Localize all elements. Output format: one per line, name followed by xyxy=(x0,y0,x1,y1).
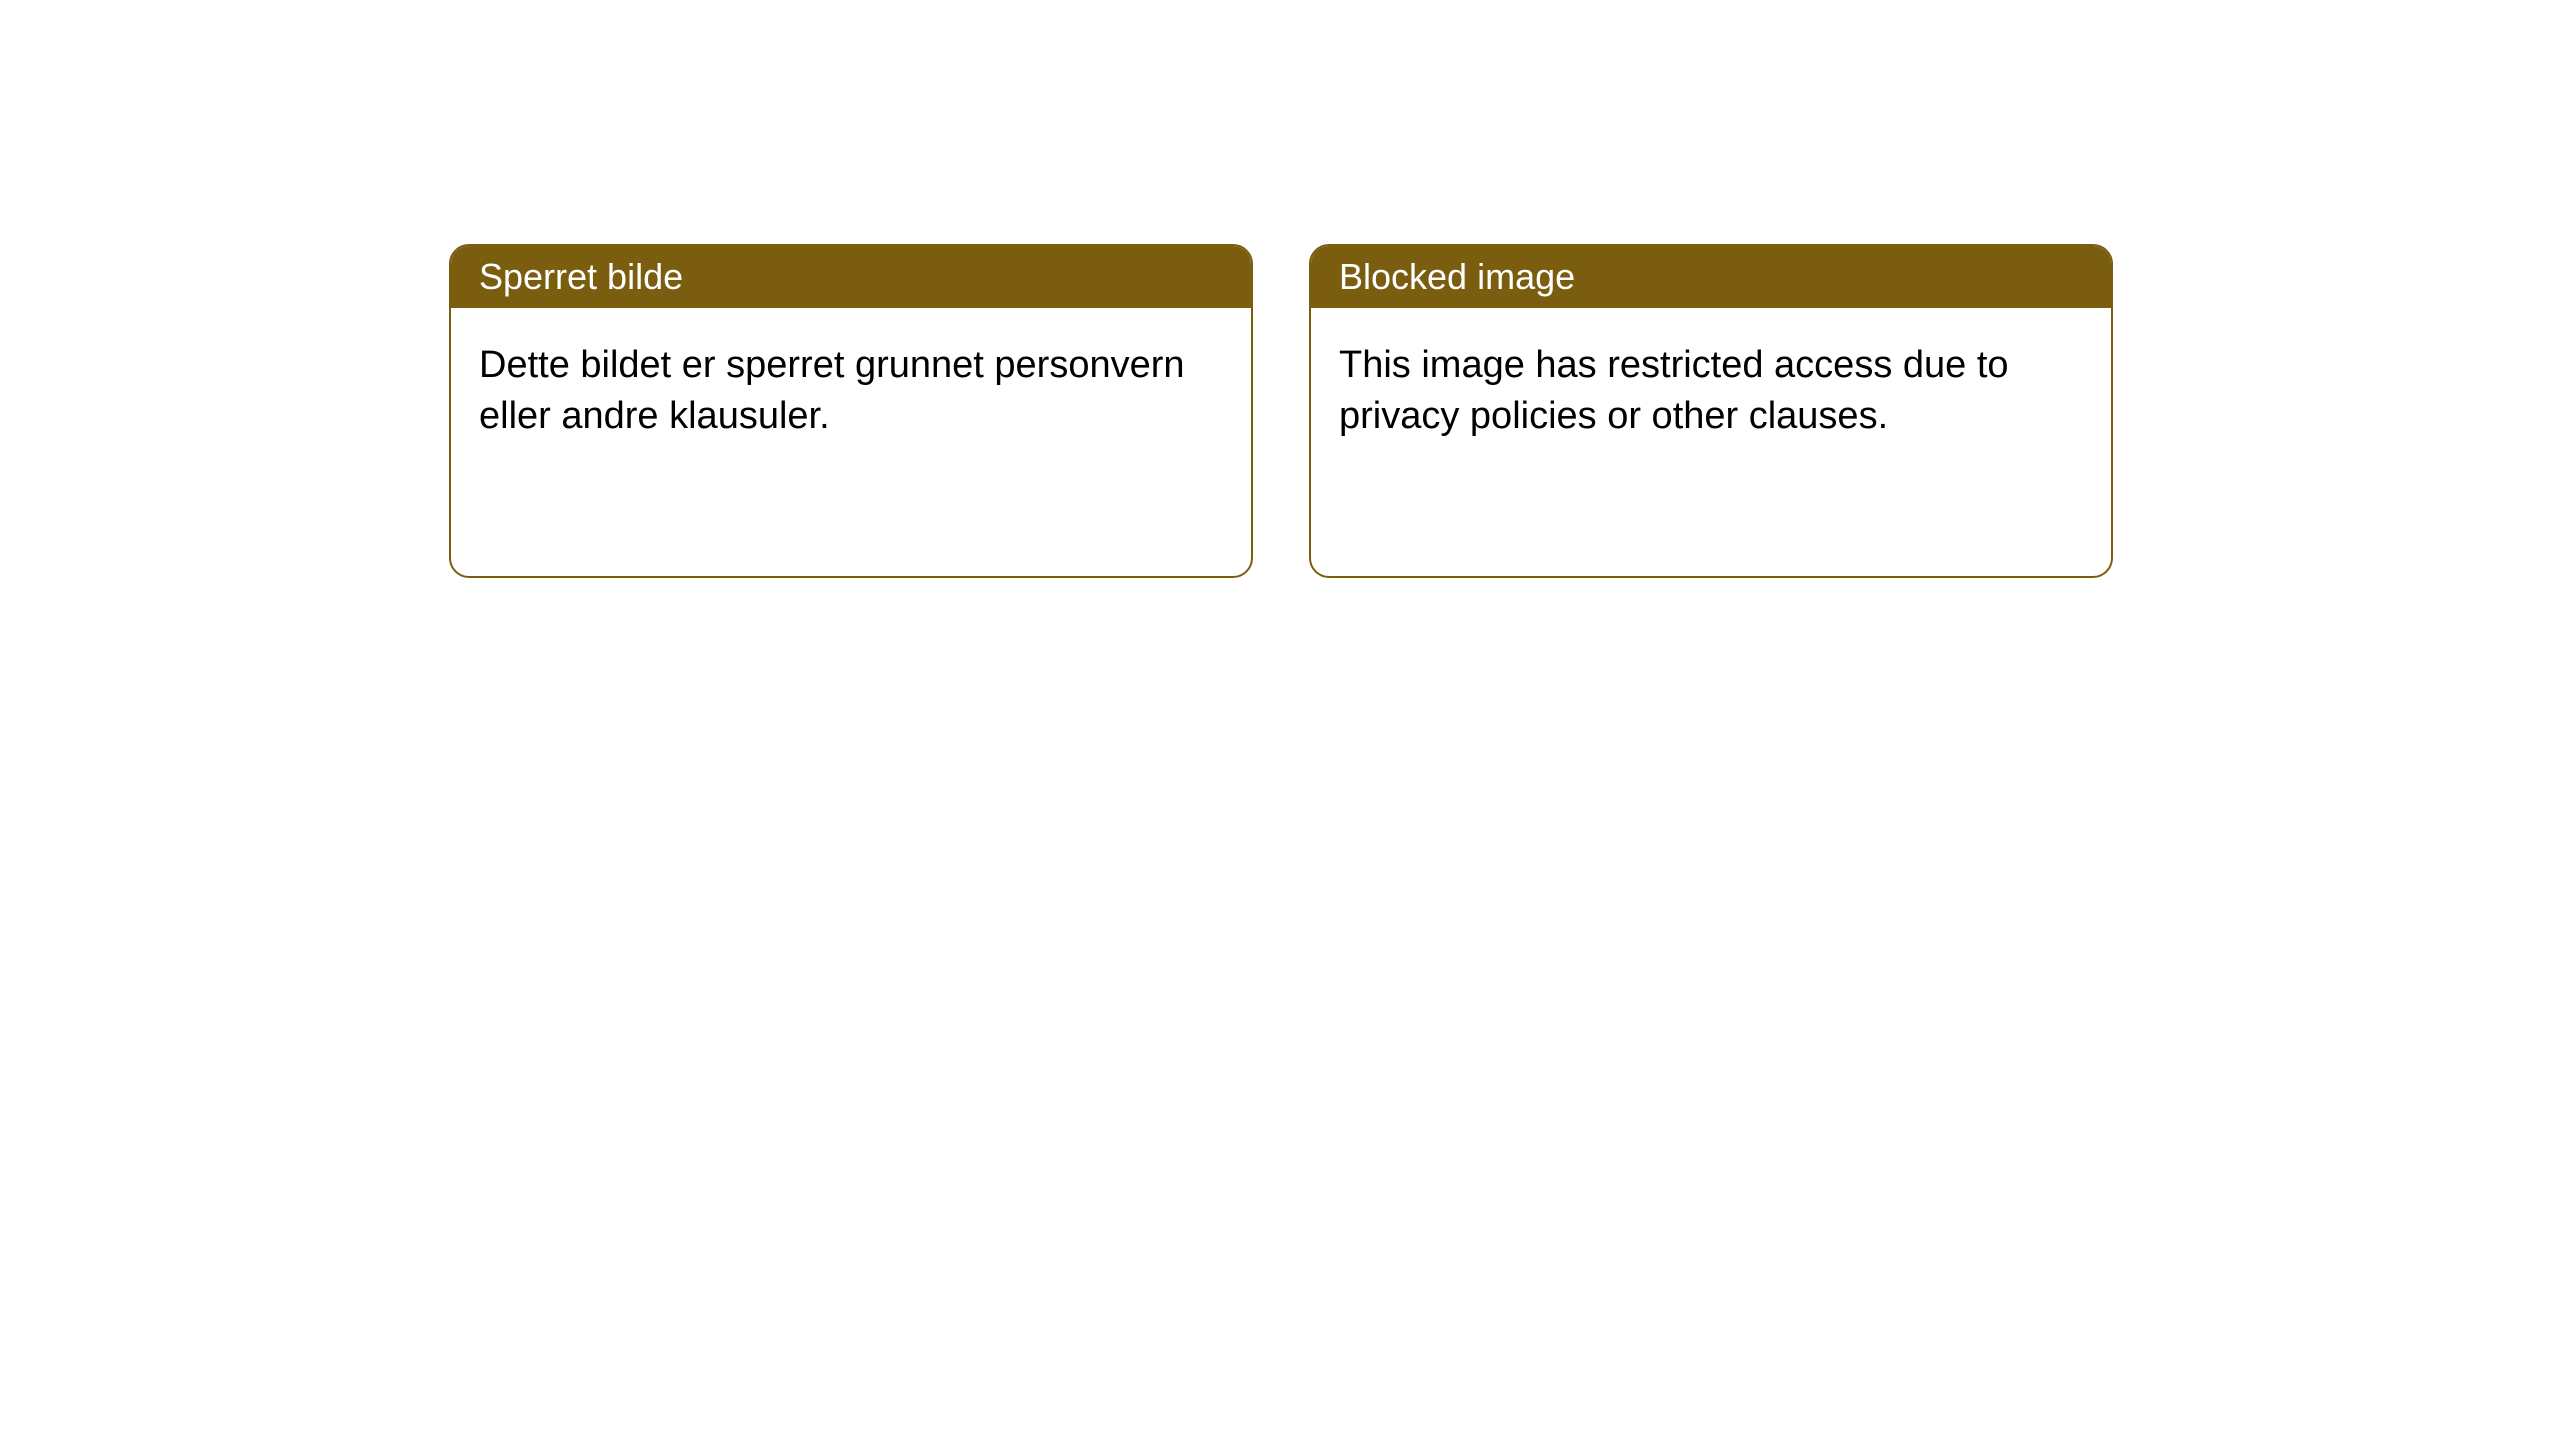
cards-container: Sperret bilde Dette bildet er sperret gr… xyxy=(449,244,2113,578)
blocked-image-card-en: Blocked image This image has restricted … xyxy=(1309,244,2113,578)
card-title: Sperret bilde xyxy=(479,256,683,297)
card-body: Dette bildet er sperret grunnet personve… xyxy=(451,308,1251,475)
card-body: This image has restricted access due to … xyxy=(1311,308,2111,475)
card-header: Blocked image xyxy=(1311,246,2111,308)
blocked-image-card-no: Sperret bilde Dette bildet er sperret gr… xyxy=(449,244,1253,578)
card-body-text: This image has restricted access due to … xyxy=(1339,344,2009,437)
card-header: Sperret bilde xyxy=(451,246,1251,308)
card-body-text: Dette bildet er sperret grunnet personve… xyxy=(479,344,1185,437)
card-title: Blocked image xyxy=(1339,256,1575,297)
